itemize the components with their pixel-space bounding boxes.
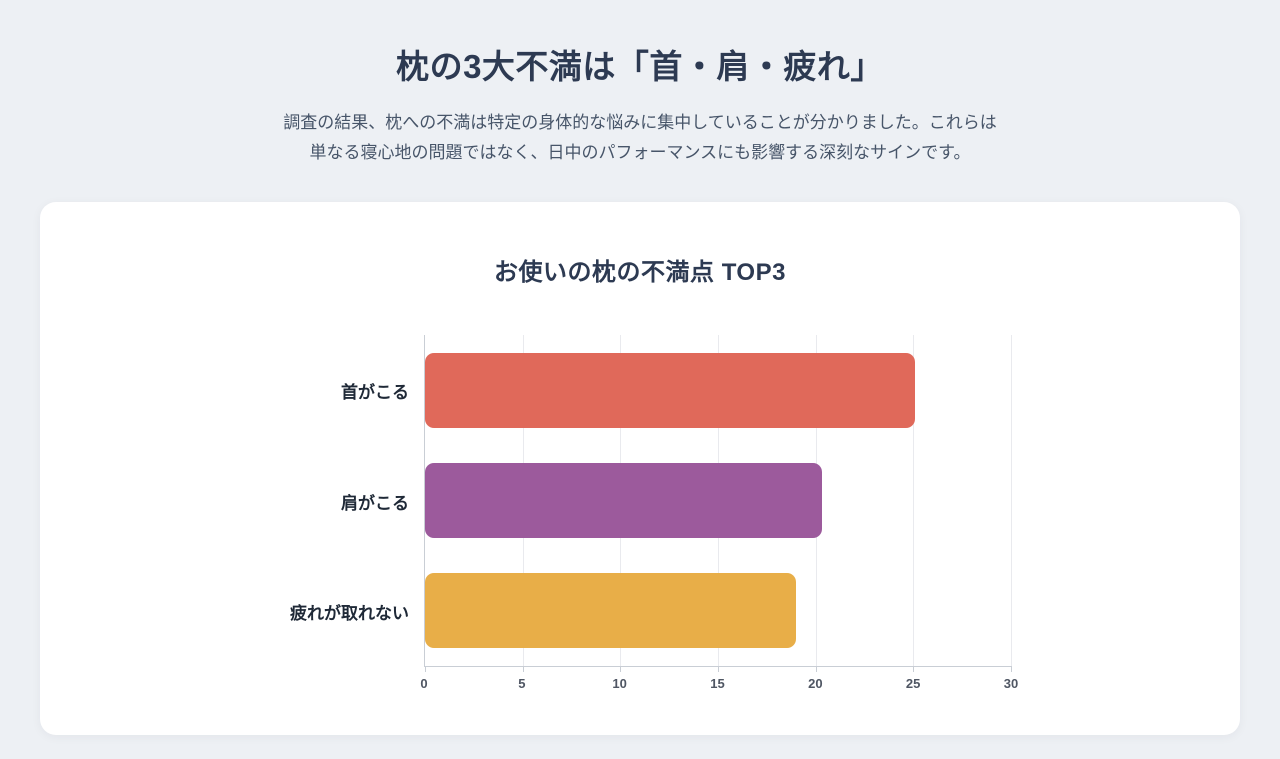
x-axis-tick-mark bbox=[425, 666, 426, 672]
category-labels: 首がこる肩がこる疲れが取れない bbox=[246, 335, 424, 667]
bar-0 bbox=[425, 352, 916, 428]
page-title: 枕の3大不満は「首・肩・疲れ」 bbox=[396, 48, 884, 85]
chart-card: お使いの枕の不満点 TOP3 首がこる肩がこる疲れが取れない 0 5 10 15 20 2… bbox=[40, 202, 1240, 735]
category-label: 疲れが取れない bbox=[290, 604, 409, 624]
x-axis-tick-mark bbox=[522, 666, 524, 672]
x-axis-tick-mark bbox=[913, 666, 915, 672]
bar-row bbox=[425, 335, 1011, 445]
x-axis-tick-label: 0 bbox=[420, 676, 428, 691]
gridline bbox=[1011, 335, 1012, 666]
subtitle-line-2: 単なる寝心地の問題ではなく、日中のパフォーマンスにも影響する深刻なサインです。 bbox=[309, 142, 971, 162]
x-axis-tick-label: 30 bbox=[1003, 676, 1019, 691]
x-axis-tick-mark bbox=[620, 666, 622, 672]
bar-2 bbox=[425, 573, 797, 649]
x-axis-tick-label: 20 bbox=[808, 676, 823, 691]
page-subtitle: 調査の結果、枕への不満は特定の身体的な悩みに集中していることが分かりました。これ… bbox=[0, 108, 1280, 168]
chart-title: お使いの枕の不満点 TOP3 bbox=[494, 259, 786, 286]
x-axis-tick-label: 10 bbox=[612, 676, 627, 691]
bar-1 bbox=[425, 462, 822, 538]
bar-rows bbox=[425, 335, 1011, 666]
plot-area bbox=[424, 335, 1012, 672]
x-axis-ticks: 0 5 10 15 20 25 30 bbox=[420, 676, 1018, 704]
subtitle-line-1: 調査の結果、枕への不満は特定の身体的な悩みに集中していることが分かりました。これ… bbox=[283, 113, 997, 132]
chart-body: 首がこる肩がこる疲れが取れない 0 5 10 15 20 25 30 bbox=[246, 335, 1240, 704]
x-axis-tick-mark bbox=[718, 666, 719, 672]
x-axis-tick-mark bbox=[815, 666, 817, 672]
x-axis-tick-label: 15 bbox=[710, 676, 725, 691]
page-header: 枕の3大不満は「首・肩・疲れ」 調査の結果、枕への不満は特定の身体的な悩みに集中… bbox=[0, 0, 1280, 168]
x-axis-tick-label: 5 bbox=[518, 676, 526, 691]
category-label: 肩がこる bbox=[341, 493, 409, 513]
x-axis-tick-mark bbox=[1011, 666, 1012, 672]
category-label: 首がこる bbox=[341, 382, 409, 402]
bar-row bbox=[425, 556, 1011, 666]
gridline bbox=[913, 335, 915, 666]
bar-row bbox=[425, 445, 1011, 555]
plot-wrap: 0 5 10 15 20 25 30 bbox=[420, 335, 1018, 704]
x-axis-tick-label: 25 bbox=[905, 676, 921, 691]
